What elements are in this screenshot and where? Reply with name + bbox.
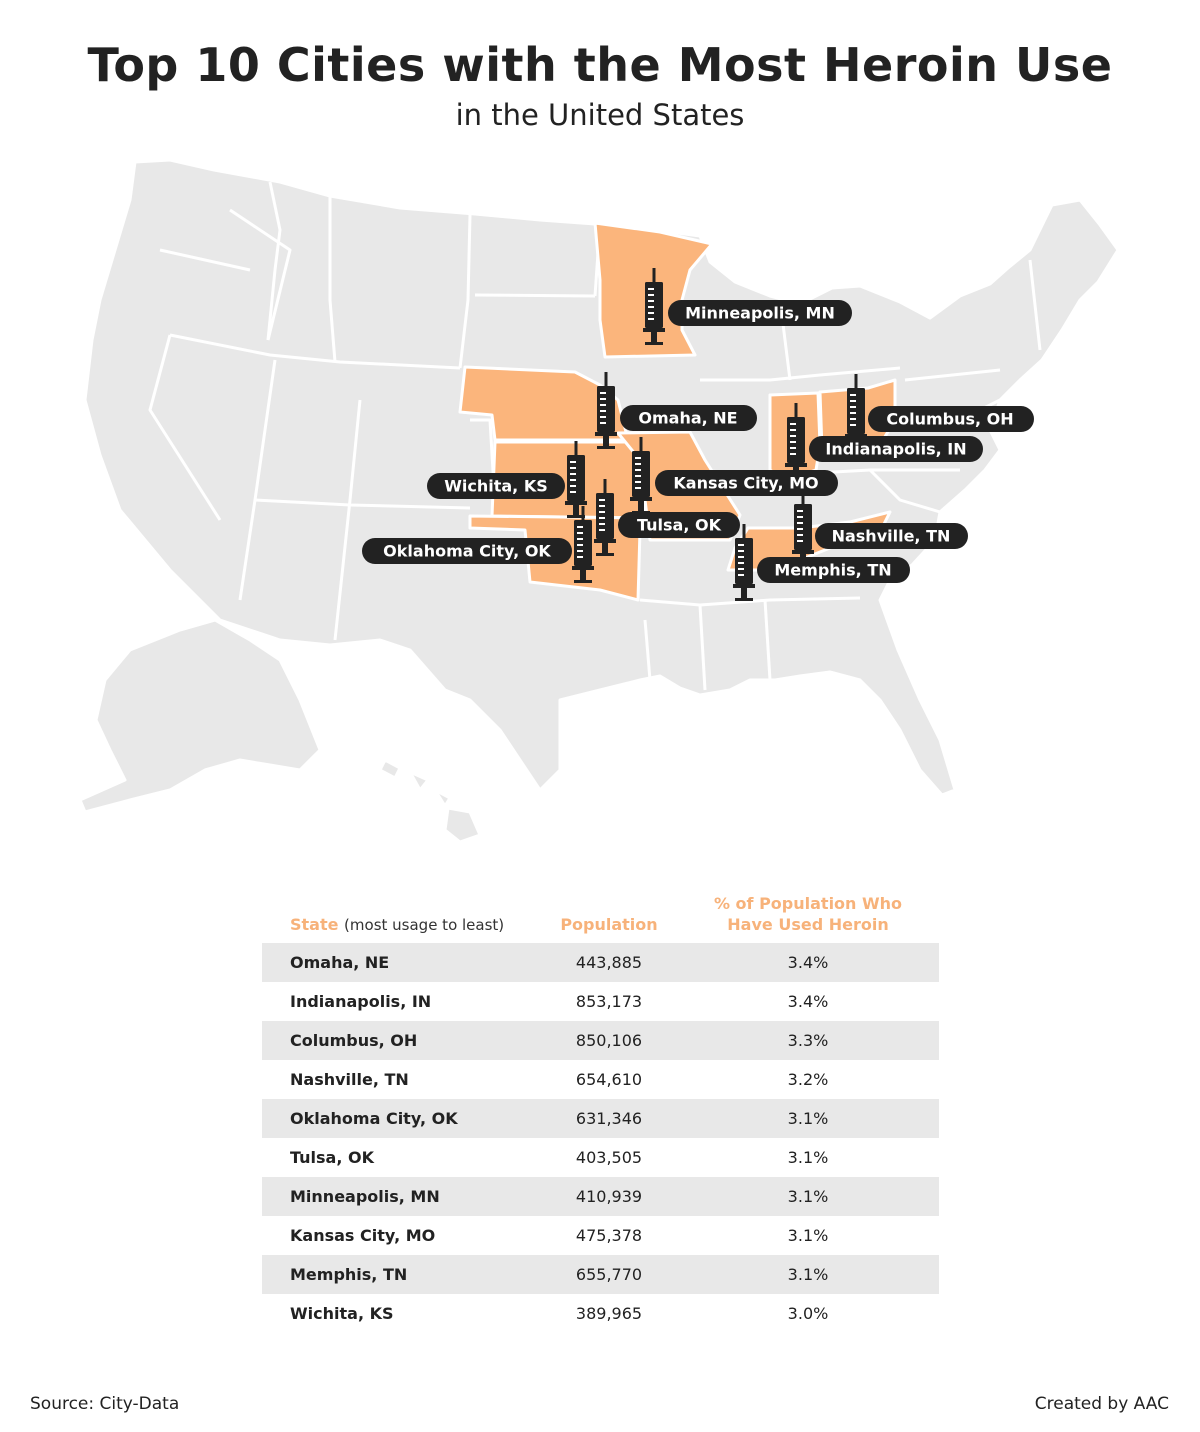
cell-pct: 3.4% xyxy=(787,953,829,972)
city-label-oklahoma-city: Oklahoma City, OK xyxy=(383,542,551,561)
cell-pct: 3.1% xyxy=(787,1187,829,1206)
table-row: Wichita, KS 389,965 3.0% xyxy=(262,1294,939,1333)
cell-population: 850,106 xyxy=(575,1031,643,1050)
marker-memphis: Memphis, TN xyxy=(733,524,910,601)
cell-pct: 3.1% xyxy=(787,1226,829,1245)
marker-indianapolis: Indianapolis, IN xyxy=(785,403,983,480)
header-pct-line1: % of Population Who xyxy=(713,894,903,913)
table-row: Indianapolis, IN 853,173 3.4% xyxy=(262,982,939,1021)
cell-city: Indianapolis, IN xyxy=(290,992,432,1011)
cell-city: Omaha, NE xyxy=(290,953,390,972)
city-label-minneapolis: Minneapolis, MN xyxy=(685,304,835,323)
cell-pct: 3.3% xyxy=(787,1031,829,1050)
cell-city: Minneapolis, MN xyxy=(290,1187,440,1206)
header-state-note: (most usage to least) xyxy=(344,916,505,934)
header-population: Population xyxy=(560,915,658,934)
city-label-nashville: Nashville, TN xyxy=(832,527,951,546)
cell-population: 389,965 xyxy=(575,1304,643,1323)
table-row: Nashville, TN 654,610 3.2% xyxy=(262,1060,939,1099)
credit-note: Created by AAC xyxy=(1034,1394,1169,1414)
cell-population: 475,378 xyxy=(575,1226,643,1245)
header-state: State (most usage to least) xyxy=(290,915,504,934)
cell-city: Tulsa, OK xyxy=(290,1148,374,1167)
cell-pct: 3.1% xyxy=(787,1265,829,1284)
city-label-kansas-city: Kansas City, MO xyxy=(673,474,818,493)
city-label-omaha: Omaha, NE xyxy=(638,409,737,428)
cell-city: Kansas City, MO xyxy=(290,1226,436,1245)
marker-tulsa: Tulsa, OK xyxy=(594,479,740,556)
alaska-outline xyxy=(78,618,322,814)
page-subtitle: in the United States xyxy=(455,98,745,132)
marker-kansas-city: Kansas City, MO xyxy=(630,437,838,514)
marker-oklahoma-city: Oklahoma City, OK xyxy=(362,506,594,583)
cell-population: 403,505 xyxy=(575,1148,643,1167)
table-row: Minneapolis, MN 410,939 3.1% xyxy=(262,1177,939,1216)
table-row: Omaha, NE 443,885 3.4% xyxy=(262,943,939,982)
marker-omaha: Omaha, NE xyxy=(595,372,757,449)
cell-pct: 3.2% xyxy=(787,1070,829,1089)
header-pct-line2: Have Used Heroin xyxy=(727,915,889,934)
cell-population: 410,939 xyxy=(575,1187,643,1206)
marker-columbus: Columbus, OH xyxy=(845,374,1034,451)
city-label-indianapolis: Indianapolis, IN xyxy=(825,440,966,459)
city-label-columbus: Columbus, OH xyxy=(886,410,1013,429)
cell-city: Nashville, TN xyxy=(290,1070,409,1089)
table-row: Memphis, TN 655,770 3.1% xyxy=(262,1255,939,1294)
city-label-memphis: Memphis, TN xyxy=(774,561,891,580)
cell-population: 654,610 xyxy=(575,1070,643,1089)
table-row: Columbus, OH 850,106 3.3% xyxy=(262,1021,939,1060)
table-row: Tulsa, OK 403,505 3.1% xyxy=(262,1138,939,1177)
page-title: Top 10 Cities with the Most Heroin Use xyxy=(87,38,1113,92)
marker-nashville: Nashville, TN xyxy=(792,490,968,567)
cell-pct: 3.0% xyxy=(787,1304,829,1323)
cell-population: 631,346 xyxy=(575,1109,643,1128)
cell-population: 655,770 xyxy=(575,1265,643,1284)
marker-wichita: Wichita, KS xyxy=(427,441,587,518)
cell-population: 853,173 xyxy=(575,992,643,1011)
cell-pct: 3.1% xyxy=(787,1148,829,1167)
cell-city: Memphis, TN xyxy=(290,1265,408,1284)
table-row: Kansas City, MO 475,378 3.1% xyxy=(262,1216,939,1255)
cell-population: 443,885 xyxy=(575,953,643,972)
hawaii-islands xyxy=(378,758,482,844)
us-map: Minneapolis, MN Omaha, NE Columbus, OH I… xyxy=(78,158,1120,844)
state-borders xyxy=(148,181,1042,691)
cell-pct: 3.4% xyxy=(787,992,829,1011)
header-state-label: State xyxy=(290,915,339,934)
city-label-tulsa: Tulsa, OK xyxy=(637,516,722,535)
source-note: Source: City-Data xyxy=(30,1394,180,1414)
marker-minneapolis: Minneapolis, MN xyxy=(643,268,852,345)
cell-city: Oklahoma City, OK xyxy=(290,1109,458,1128)
table-row: Oklahoma City, OK 631,346 3.1% xyxy=(262,1099,939,1138)
cell-city: Columbus, OH xyxy=(290,1031,418,1050)
cell-pct: 3.1% xyxy=(787,1109,829,1128)
header-pct: % of Population Who Have Used Heroin xyxy=(708,893,908,935)
city-label-wichita: Wichita, KS xyxy=(444,477,548,496)
cell-city: Wichita, KS xyxy=(290,1304,394,1323)
